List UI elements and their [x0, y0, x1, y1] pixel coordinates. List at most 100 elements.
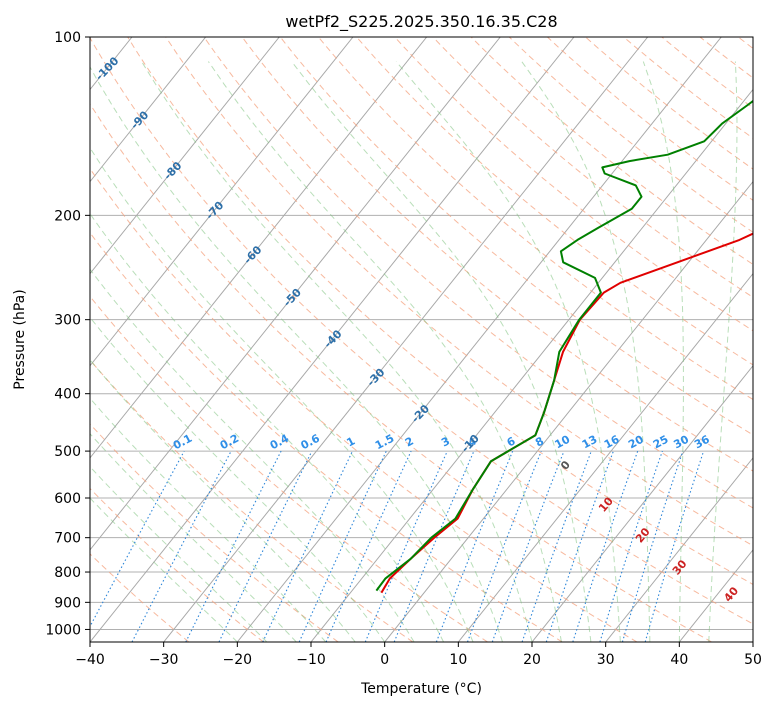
x-tick-label: −10: [296, 652, 326, 668]
mixing-ratio-label: 1: [344, 434, 357, 449]
moist-adiabat-line: [521, 61, 651, 642]
moist-adiabat-label: 0: [558, 458, 573, 472]
dry-adiabat-line: [90, 102, 712, 642]
dry-adiabat-line: [737, 37, 753, 50]
y-axis-label: Pressure (hPa): [12, 289, 28, 389]
dry-adiabat-line: [279, 37, 753, 436]
isotherm-line: [384, 180, 753, 642]
x-tick-label: 50: [744, 652, 762, 668]
y-tick-label: 500: [54, 444, 81, 460]
moist-adiabat-line: [90, 397, 327, 642]
isotherm-line: [752, 641, 753, 642]
dry-adiabat-line: [547, 37, 753, 201]
sounding-profiles: [375, 99, 753, 594]
y-tick-label: 700: [54, 531, 81, 547]
mixing-ratio-label: 1.5: [373, 432, 396, 453]
dry-adiabat-line: [203, 37, 753, 509]
moist-adiabat-line: [90, 268, 415, 642]
moist-adiabat-line: [90, 497, 238, 642]
moist-adiabat-line: [642, 61, 684, 642]
moist-adiabat-label: 30: [670, 557, 690, 577]
x-tick-label: 10: [449, 652, 467, 668]
y-tick-label: 1000: [45, 622, 81, 638]
mixing-ratio-line: [298, 450, 387, 642]
mixing-ratio-label: 25: [651, 433, 671, 452]
mixing-ratio-line: [325, 450, 412, 642]
x-tick-label: 30: [597, 652, 615, 668]
moist-adiabat-line: [90, 316, 386, 642]
isotherm-line: [163, 37, 649, 642]
mixing-ratio-label: 0.1: [171, 432, 194, 453]
dry-adiabat-line: [241, 37, 753, 472]
series-line-dewpoint: [375, 99, 753, 592]
isotherm-line: [90, 37, 575, 642]
isotherm-label: -90: [128, 108, 151, 132]
x-axis-label: Temperature (°C): [360, 681, 482, 697]
y-axis: 100 200 300 400 500 600 700 800 900 1000: [45, 30, 90, 638]
reference-line-labels: 0.1 0.2 0.4 0.6 1 1.5 2 3 4 6 8 10 13 16 20 25 30 36-100-…: [93, 54, 741, 604]
mixing-ratio-line: [435, 450, 514, 642]
mixing-ratio-line: [218, 450, 313, 642]
x-tick-label: −20: [223, 652, 253, 668]
mixing-ratio-line: [364, 450, 448, 642]
mixing-ratio-line: [599, 450, 663, 642]
isotherm-line: [90, 37, 501, 551]
moist-adiabat-line: [90, 212, 445, 642]
mixing-ratio-line: [262, 450, 353, 642]
x-tick-label: 0: [380, 652, 389, 668]
mixing-ratio-label: 13: [580, 433, 600, 452]
mixing-ratio-label: 36: [692, 433, 712, 452]
moist-adiabat-line: [291, 61, 592, 642]
mixing-ratio-line: [621, 450, 684, 642]
moist-adiabat-line: [207, 61, 562, 642]
mixing-ratio-line: [90, 450, 185, 628]
dry-adiabat-line: [508, 37, 753, 233]
mixing-ratio-label: 0.4: [268, 432, 292, 453]
mixing-ratio-line: [644, 450, 705, 642]
isotherm-label: -40: [321, 327, 344, 351]
moist-adiabat-line: [708, 61, 738, 642]
y-tick-label: 600: [54, 491, 81, 507]
chart-title: wetPf2_S225.2025.350.16.35.C28: [285, 12, 557, 32]
isotherm-line: [0, 37, 58, 642]
isotherm-line: [605, 457, 753, 642]
x-tick-label: −30: [149, 652, 179, 668]
mixing-ratio-label: 0.6: [299, 432, 323, 453]
isotherm-label: -30: [364, 366, 387, 390]
x-tick-label: 20: [523, 652, 541, 668]
mixing-ratio-label: 0.2: [218, 432, 241, 453]
isotherm-line: [90, 37, 354, 367]
dry-adiabat-line: [90, 553, 190, 642]
y-tick-label: 100: [54, 30, 81, 46]
mixing-ratio-line: [393, 450, 475, 642]
isotherm-label: -20: [409, 402, 432, 426]
y-tick-label: 800: [54, 565, 81, 581]
dry-adiabat-line: [90, 487, 264, 642]
moist-adiabat-label: 40: [721, 584, 741, 604]
moist-adiabat-line: [90, 432, 297, 642]
dry-adiabat-line: [90, 295, 488, 642]
mixing-ratio-line: [545, 450, 614, 642]
moist-adiabat-line: [395, 61, 621, 642]
series-line-temperature: [380, 232, 753, 594]
mixing-ratio-line: [572, 450, 639, 642]
x-tick-label: 40: [670, 652, 688, 668]
plot-frame: [89, 36, 754, 643]
isotherm-label: -70: [203, 199, 226, 223]
isotherm-line: [90, 37, 207, 183]
mixing-ratio-label: 10: [553, 433, 573, 452]
mixing-ratio-label: 16: [602, 433, 622, 452]
dry-adiabat-line: [90, 231, 563, 642]
isotherm-label: -80: [161, 159, 184, 183]
moist-adiabat-line: [90, 146, 474, 642]
mixing-ratio-label: 20: [626, 433, 646, 452]
y-tick-label: 900: [54, 595, 81, 611]
x-axis: −40 −30 −20 −10 0 10 20 30 40 50: [75, 642, 762, 668]
y-tick-label: 400: [54, 387, 81, 403]
mixing-ratio-label: 2: [403, 434, 416, 449]
moist-adiabat-line: [141, 61, 533, 642]
dry-adiabat-line: [585, 37, 753, 170]
moist-adiabat-label: 10: [596, 494, 616, 514]
dry-adiabat-line: [432, 37, 753, 298]
